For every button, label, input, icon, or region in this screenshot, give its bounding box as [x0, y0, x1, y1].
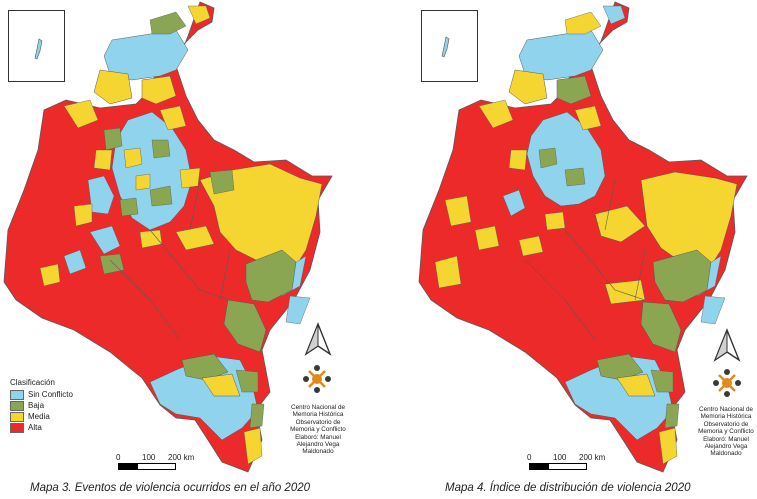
- credit-line: Memoria Histórica: [700, 413, 752, 421]
- cnmh-logo-icon: [713, 369, 741, 397]
- inset-map-san-andres: [8, 10, 65, 82]
- credit-line: Maldonado: [302, 448, 334, 456]
- credits-left: Centro Nacional de Memoria Histórica Obs…: [287, 404, 349, 456]
- legend-label: Sin Conflicto: [28, 390, 73, 399]
- legend-label: Baja: [28, 401, 45, 410]
- credits-right: Centro Nacional de Memoria Histórica Obs…: [695, 406, 757, 458]
- scale-bar-left: 0 100 200 km: [116, 452, 258, 470]
- legend-label: Media: [28, 412, 50, 421]
- inset-island-icon: [441, 36, 450, 58]
- credit-line: Observatorio de: [703, 420, 749, 428]
- scale-label-0: 0: [116, 453, 121, 462]
- inset-map-san-andres: [421, 10, 478, 82]
- legend-label: Alta: [28, 423, 42, 432]
- region-east-media: [199, 163, 323, 273]
- credit-line: Alejandro Vega: [296, 441, 340, 449]
- credit-line: Maldonado: [710, 450, 742, 458]
- map-panel-left: Clasificación Sin Conflicto Baja Media A…: [0, 0, 378, 499]
- legend-title: Clasificación: [10, 378, 55, 387]
- legend-swatch: [10, 389, 24, 400]
- scale-bar-right: 0 100 200 km: [527, 452, 669, 470]
- legend-item-media: Media: [10, 411, 73, 422]
- scale-label-0: 0: [527, 453, 532, 462]
- region-east-media: [640, 171, 738, 273]
- credit-line: Memoria y Conflicto: [698, 428, 754, 436]
- scale-label-100: 100: [142, 453, 156, 462]
- credit-line: Observatorio de: [295, 418, 341, 426]
- legend-swatch: [10, 400, 24, 411]
- credit-line: Elaboró: Manuel: [295, 433, 341, 441]
- legend-item-sin-conflicto: Sin Conflicto: [10, 389, 73, 400]
- credit-line: Centro Nacional de: [699, 406, 753, 413]
- map-caption-left: Mapa 3. Eventos de violencia ocurridos e…: [30, 482, 311, 494]
- credit-line: Elaboró: Manuel: [703, 435, 749, 443]
- credit-line: Memoria Histórica: [292, 411, 344, 419]
- scale-label-200: 200 km: [579, 453, 606, 462]
- colombia-map-right: [418, 1, 748, 473]
- map-panel-right: 0 100 200 km Centro Nacional de Memoria …: [379, 0, 757, 499]
- credit-line: Alejandro Vega: [704, 443, 748, 451]
- map-caption-right: Mapa 4. Índice de distribución de violen…: [445, 482, 691, 494]
- cnmh-logo-icon: [303, 365, 331, 393]
- inset-island-icon: [34, 38, 43, 60]
- region-southeast-baja: [245, 249, 297, 303]
- credit-line: Centro Nacional de: [291, 404, 345, 411]
- legend-item-baja: Baja: [10, 400, 73, 411]
- north-arrow-icon: [304, 322, 332, 356]
- scale-label-100: 100: [553, 453, 567, 462]
- region-southeast-baja: [652, 249, 712, 303]
- legend-swatch: [10, 422, 24, 433]
- credit-line: Memoria y Conflicto: [290, 426, 346, 434]
- legend-swatch: [10, 411, 24, 422]
- map-legend: Clasificación Sin Conflicto Baja Media A…: [10, 378, 73, 433]
- legend-item-alta: Alta: [10, 422, 73, 433]
- colombia-map-left: [3, 1, 333, 473]
- north-arrow-icon: [713, 328, 741, 362]
- scale-label-200: 200 km: [168, 453, 195, 462]
